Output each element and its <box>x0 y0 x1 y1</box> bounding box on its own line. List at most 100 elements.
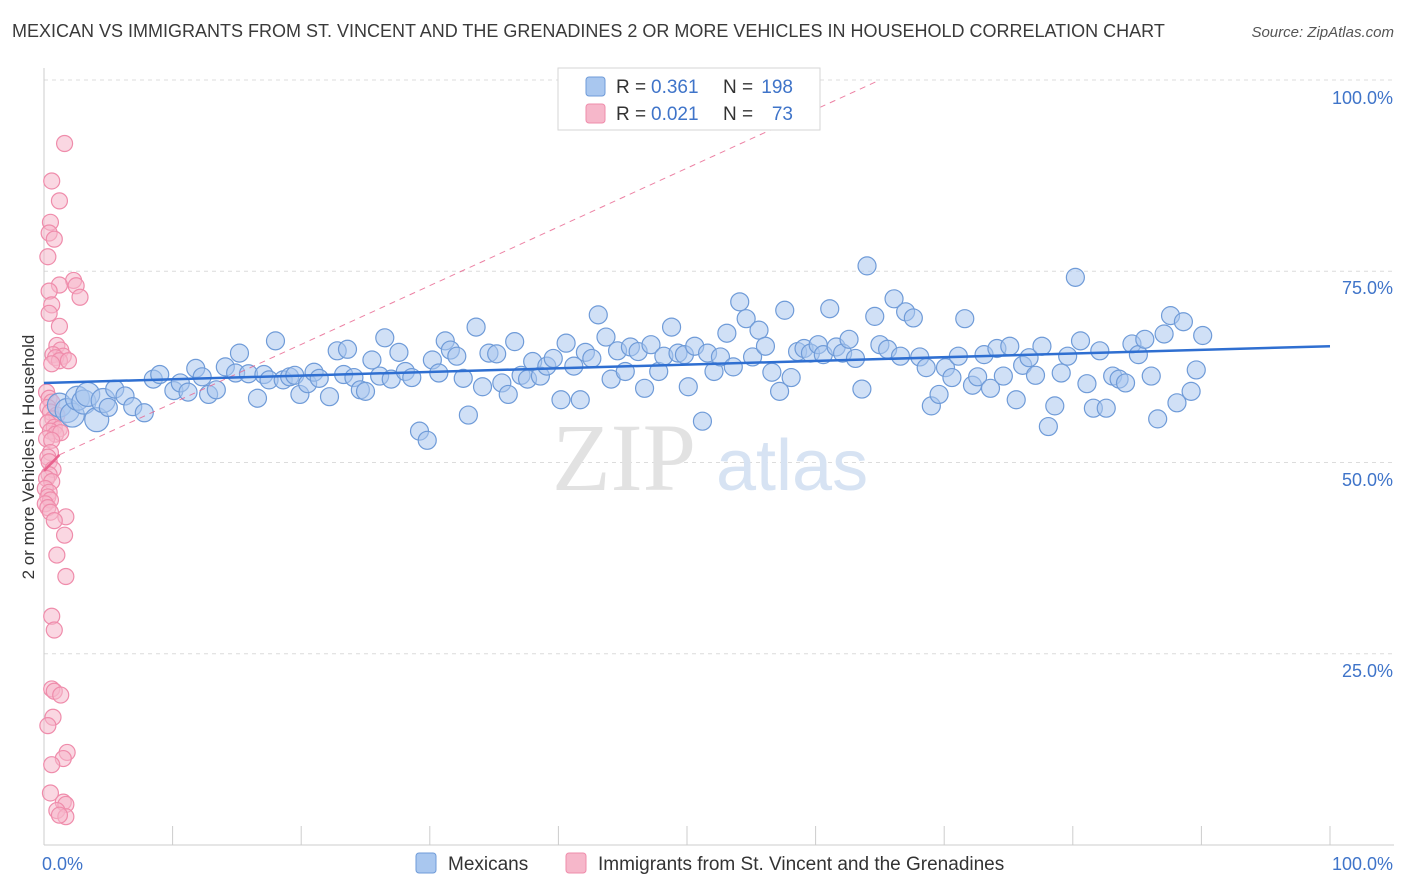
point-mexicans-143 <box>1000 336 1020 356</box>
chart-title: MEXICAN VS IMMIGRANTS FROM ST. VINCENT A… <box>12 21 1165 41</box>
point-mexicans-109 <box>781 367 801 388</box>
point-mexicans-118 <box>839 329 859 349</box>
point-mexicans-106 <box>762 362 782 382</box>
bottom-legend-swatch-mexicans <box>415 852 437 874</box>
legend: R = 0.361 N = 198 R = 0.021 N = 73 <box>557 67 821 131</box>
point-mexicans-132 <box>929 384 949 405</box>
point-mexicans-150 <box>1045 396 1065 416</box>
y-axis-title: 2 or more Vehicles in Household <box>19 335 38 580</box>
point-stvincent-1 <box>43 172 61 190</box>
point-stvincent-11 <box>71 288 89 306</box>
point-mexicans-73 <box>551 390 571 410</box>
point-stvincent-21 <box>59 352 78 370</box>
y-tick-labels: 25.0% 50.0% 75.0% 100.0% <box>1332 88 1393 681</box>
legend-r-label-2: R = <box>616 104 646 125</box>
point-mexicans-74 <box>556 333 576 353</box>
point-mexicans-171 <box>1181 381 1201 401</box>
point-mexicans-149 <box>1038 416 1058 437</box>
bottom-legend-swatch-stvincent <box>565 852 587 874</box>
point-mexicans-142 <box>993 366 1013 386</box>
point-mexicans-130 <box>916 358 936 378</box>
point-mexicans-165 <box>1141 366 1161 386</box>
y-tick-label-100: 100.0% <box>1332 88 1393 108</box>
legend-n-label-2: N = <box>723 104 753 125</box>
point-mexicans-148 <box>1032 336 1052 356</box>
point-mexicans-60 <box>466 317 486 337</box>
point-mexicans-72 <box>543 348 563 369</box>
legend-n-value-2: 73 <box>772 104 793 125</box>
point-mexicans-104 <box>749 320 769 340</box>
watermark-atlas: atlas <box>716 426 868 506</box>
point-mexicans-105 <box>755 336 776 356</box>
point-mexicans-172 <box>1186 360 1206 380</box>
point-mexicans-57 <box>447 346 467 366</box>
point-mexicans-166 <box>1148 409 1168 429</box>
point-mexicans-151 <box>1051 363 1071 383</box>
point-mexicans-78 <box>582 348 602 369</box>
point-mexicans-167 <box>1154 324 1174 344</box>
point-stvincent-55 <box>48 546 66 564</box>
point-mexicans-21 <box>206 380 226 400</box>
point-mexicans-154 <box>1070 331 1091 351</box>
point-mexicans-126 <box>890 346 911 366</box>
point-mexicans-108 <box>775 300 795 320</box>
point-mexicans-161 <box>1115 373 1136 393</box>
point-stvincent-6 <box>39 248 57 266</box>
chart-source: Source: ZipAtlas.com <box>1251 24 1394 41</box>
point-mexicans-121 <box>857 256 877 276</box>
point-stvincent-58 <box>45 621 63 639</box>
point-stvincent-53 <box>45 512 63 530</box>
point-mexicans-102 <box>736 309 756 329</box>
point-mexicans-155 <box>1077 374 1097 394</box>
point-mexicans-52 <box>417 430 437 450</box>
point-mexicans-48 <box>389 342 409 362</box>
point-mexicans-40 <box>337 339 358 359</box>
point-mexicans-65 <box>498 384 518 405</box>
point-mexicans-63 <box>487 344 507 364</box>
point-mexicans-134 <box>942 367 962 388</box>
point-mexicans-44 <box>362 350 382 370</box>
point-mexicans-138 <box>968 367 988 387</box>
point-mexicans-19 <box>192 367 212 387</box>
point-mexicans-144 <box>1006 390 1026 410</box>
point-stvincent-66 <box>43 756 61 774</box>
point-stvincent-14 <box>50 317 69 335</box>
point-mexicans-122 <box>865 306 885 326</box>
point-mexicans-37 <box>319 387 340 407</box>
point-mexicans-146 <box>1019 348 1039 368</box>
watermark-zip: ZIP <box>552 404 696 511</box>
x-tick-label-0: 0.0% <box>42 854 83 874</box>
legend-n-value-1: 198 <box>761 77 793 98</box>
point-mexicans-86 <box>634 378 655 398</box>
legend-swatch-mexicans <box>585 76 606 97</box>
bottom-legend-label-stvincent: Immigrants from St. Vincent and the Gren… <box>598 854 1004 875</box>
trend-line-stvincent <box>43 453 61 472</box>
point-stvincent-54 <box>55 526 74 544</box>
point-stvincent-22 <box>43 355 61 373</box>
point-mexicans-107 <box>769 381 790 401</box>
point-mexicans-120 <box>852 379 872 399</box>
point-mexicans-98 <box>710 347 731 367</box>
point-stvincent-56 <box>57 567 75 586</box>
point-mexicans-152 <box>1058 346 1078 366</box>
point-mexicans-29 <box>265 331 286 351</box>
point-mexicans-125 <box>884 289 904 309</box>
legend-n-label-1: N = <box>723 77 753 98</box>
point-mexicans-66 <box>505 332 525 352</box>
x-tick-label-100: 100.0% <box>1332 854 1393 874</box>
point-mexicans-58 <box>453 368 473 388</box>
point-mexicans-24 <box>229 343 250 363</box>
x-axis-ticks <box>43 826 1331 845</box>
point-stvincent-5 <box>45 230 63 248</box>
y-tick-label-50: 50.0% <box>1342 470 1393 490</box>
point-mexicans-169 <box>1167 393 1187 413</box>
trend-lines <box>43 79 1331 472</box>
point-mexicans-128 <box>903 308 923 328</box>
point-mexicans-101 <box>730 292 750 312</box>
point-mexicans-59 <box>458 405 478 425</box>
legend-r-label-1: R = <box>616 77 646 98</box>
point-mexicans-158 <box>1096 398 1116 418</box>
point-mexicans-76 <box>570 390 590 410</box>
point-mexicans-164 <box>1135 329 1155 349</box>
